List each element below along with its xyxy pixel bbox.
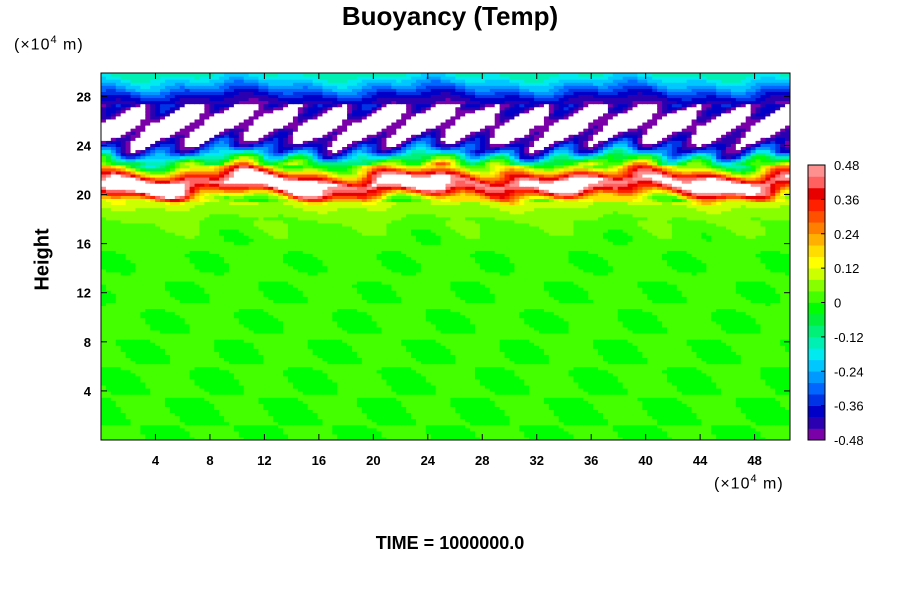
heatmap-field [101, 73, 791, 441]
